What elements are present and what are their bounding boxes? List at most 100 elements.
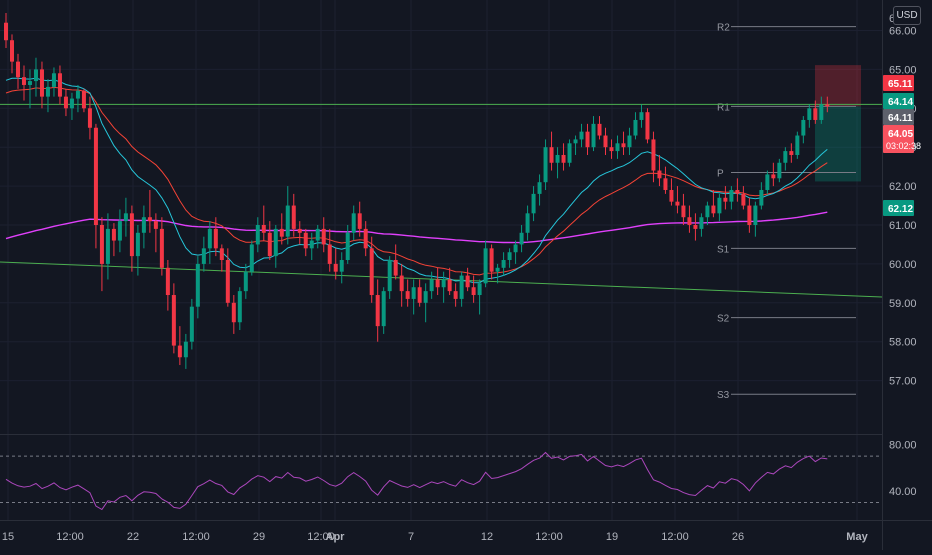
price-tag-label: 64.05: [888, 129, 913, 140]
price-tick-label: 60.00: [889, 259, 917, 271]
candle-body: [111, 228, 116, 241]
candle-body: [219, 248, 224, 261]
candle-body: [435, 279, 440, 288]
candle-body: [285, 205, 290, 237]
candle-body: [471, 287, 476, 296]
candle-body: [603, 135, 608, 148]
candle-body: [735, 189, 740, 194]
candle-body: [609, 147, 614, 152]
pivot-label-r1: R1: [717, 102, 730, 113]
candle-body: [51, 73, 56, 87]
candle-body: [147, 217, 152, 222]
candle-body: [333, 263, 338, 272]
candle-body: [9, 40, 14, 62]
candle-body: [729, 189, 734, 202]
candle-body: [99, 225, 104, 264]
candle-body: [591, 123, 596, 148]
candle-body: [465, 275, 470, 288]
candle-body: [681, 205, 686, 218]
candle-body: [363, 228, 368, 249]
candle-body: [411, 287, 416, 299]
candle-body: [63, 96, 68, 109]
candle-body: [375, 295, 380, 327]
candle-body: [663, 178, 668, 190]
candle-body: [123, 213, 128, 222]
time-tick-label: Apr: [326, 531, 346, 543]
price-tag-label: 64.11: [888, 113, 913, 124]
candle-body: [789, 151, 794, 155]
candle-body: [699, 217, 704, 229]
candle-body: [117, 221, 122, 241]
price-tick-label: 65.00: [889, 64, 917, 76]
candle-body: [381, 291, 386, 327]
candle-body: [459, 275, 464, 299]
candle-body: [405, 291, 410, 299]
candle-body: [15, 61, 20, 78]
candle-body: [345, 232, 350, 261]
candle-body: [537, 182, 542, 194]
candle-body: [33, 69, 38, 82]
price-tag-label: 64.14: [888, 97, 913, 108]
candle-body: [297, 228, 302, 233]
ma-medium-line: [5, 86, 828, 276]
candle-body: [723, 197, 728, 202]
candle-body: [549, 147, 554, 163]
currency-badge[interactable]: USD: [893, 6, 921, 25]
candle-body: [687, 217, 692, 225]
candle-body: [759, 189, 764, 206]
candle-body: [483, 248, 488, 284]
candle-body: [357, 213, 362, 229]
price-tick-label: 59.00: [889, 298, 917, 310]
stop-loss-zone: [815, 65, 861, 107]
time-tick-label: 12:00: [56, 531, 84, 543]
candle-body: [321, 228, 326, 245]
candle-body: [75, 90, 80, 99]
candle-body: [717, 197, 722, 214]
candle-body: [795, 135, 800, 155]
candle-body: [513, 244, 518, 253]
candle-body: [39, 69, 44, 97]
price-tag: [883, 200, 914, 216]
price-tick-label: 62.00: [889, 181, 917, 193]
time-tick-label: 26: [732, 531, 744, 543]
candle-body: [231, 302, 236, 323]
candle-body: [27, 81, 32, 85]
candle-body: [135, 232, 140, 257]
candle-body: [543, 147, 548, 183]
price-tag: [883, 93, 914, 109]
candle-body: [129, 213, 134, 257]
candle-body: [351, 213, 356, 233]
candle-body: [189, 306, 194, 342]
pivot-label-p: P: [717, 168, 724, 179]
candle-body: [777, 162, 782, 179]
candle-body: [807, 108, 812, 120]
candle-body: [249, 244, 254, 272]
candle-body: [597, 123, 602, 136]
time-tick-label: 7: [408, 531, 414, 543]
pivot-label-s2: S2: [717, 314, 730, 325]
time-tick-label: 12:00: [661, 531, 689, 543]
candle-body: [621, 143, 626, 148]
time-tick-label: 19: [606, 531, 618, 543]
candle-body: [291, 205, 296, 229]
candle-body: [633, 119, 638, 136]
candle-body: [747, 205, 752, 225]
candle-body: [675, 201, 680, 206]
countdown-label: 03:02:38: [886, 141, 921, 151]
candle-body: [387, 260, 392, 292]
candle-body: [579, 131, 584, 140]
candle-body: [495, 267, 500, 272]
price-tag: [883, 125, 914, 153]
time-tick-label: 22: [127, 531, 139, 543]
time-tick-label: 12:00: [182, 531, 210, 543]
candle-body: [399, 275, 404, 292]
candle-body: [369, 248, 374, 296]
candle-body: [165, 267, 170, 296]
candle-body: [423, 291, 428, 303]
candle-body: [177, 345, 182, 358]
candle-body: [585, 131, 590, 148]
candle-body: [93, 127, 98, 225]
candle-body: [561, 154, 566, 163]
